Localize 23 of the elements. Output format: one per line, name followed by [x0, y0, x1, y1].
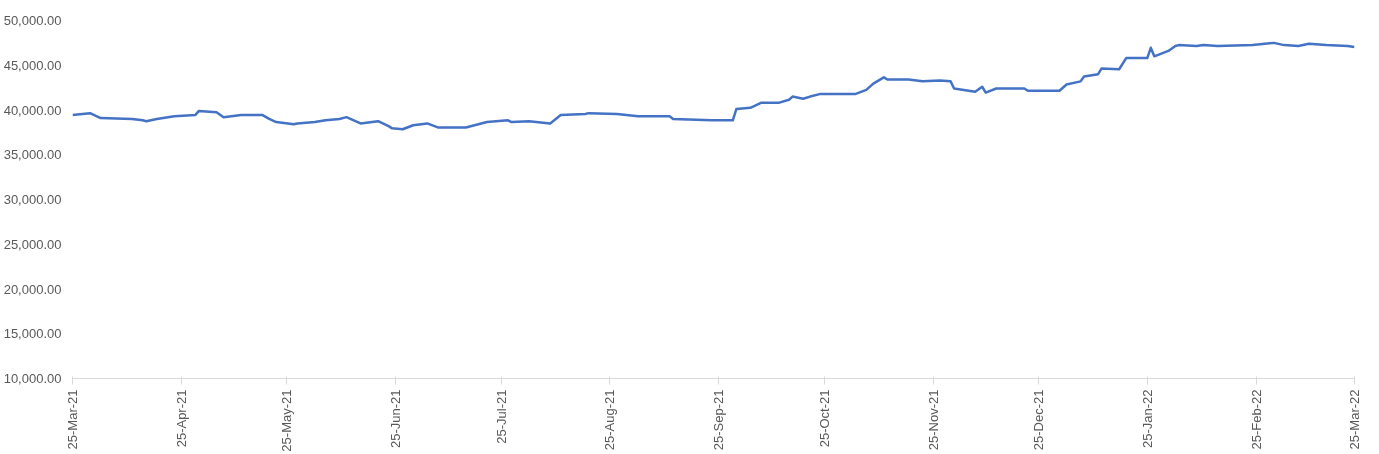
- x-tick-label: 25-Apr-21: [173, 389, 189, 448]
- y-tick-label: 45,000.00: [3, 57, 62, 73]
- y-tick-label: 40,000.00: [3, 102, 62, 118]
- x-tick-label: 25-Nov-21: [925, 389, 941, 451]
- y-tick-label: 25,000.00: [3, 236, 62, 252]
- y-tick-label: 20,000.00: [3, 281, 62, 297]
- y-tick-label: 35,000.00: [3, 147, 62, 163]
- y-tick-label: 10,000.00: [3, 371, 62, 386]
- y-tick-label: 50,000.00: [3, 13, 62, 28]
- y-tick-label: 15,000.00: [3, 326, 62, 342]
- x-tick-label: 25-Jun-21: [388, 389, 404, 449]
- x-tick-label: 25-Feb-22: [1248, 389, 1264, 450]
- x-tick-label: 25-Dec-21: [1030, 389, 1046, 451]
- x-tick-label: 25-Oct-21: [816, 389, 832, 448]
- x-tick-label: 25-Jul-21: [493, 389, 509, 444]
- x-tick-label: 25-May-21: [279, 389, 295, 452]
- x-tick-label: 25-Mar-22: [1347, 389, 1362, 450]
- x-tick-label: 25-Aug-21: [602, 389, 618, 451]
- line-series: [72, 41, 1355, 131]
- x-tick-label: 25-Sep-21: [711, 389, 727, 451]
- x-tick-label: 25-Jan-22: [1139, 389, 1155, 449]
- x-tick-label: 25-Mar-21: [65, 389, 80, 450]
- y-tick-label: 30,000.00: [3, 192, 62, 207]
